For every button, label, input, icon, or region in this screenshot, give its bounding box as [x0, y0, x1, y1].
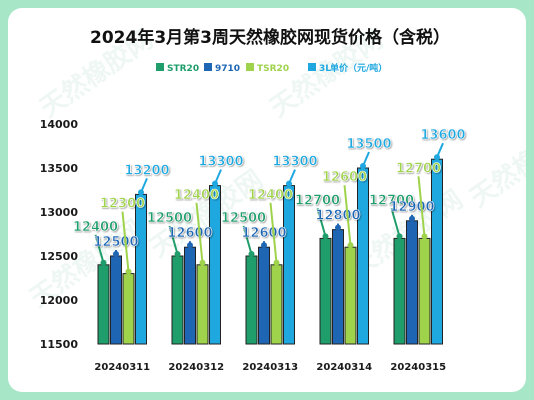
- y-tick-label: 13500: [40, 162, 79, 175]
- x-tick-label: 20240313: [242, 362, 298, 373]
- data-label: 12400: [73, 220, 118, 235]
- legend-swatch: [246, 63, 254, 71]
- label-anchor-dot: [360, 163, 366, 169]
- label-anchor-dot: [422, 233, 428, 239]
- legend-label: 9710: [215, 64, 240, 74]
- chart-card: 天然橡胶网天然橡胶网天然橡胶网天然橡胶网天然橡胶网天然橡胶网 2024年3月第3…: [8, 8, 526, 392]
- y-tick-label: 13000: [40, 206, 79, 219]
- label-anchor-dot: [335, 225, 341, 231]
- chart: 天然橡胶网天然橡胶网天然橡胶网天然橡胶网天然橡胶网天然橡胶网 2024年3月第3…: [8, 8, 526, 392]
- label-anchor-dot: [212, 181, 218, 187]
- data-label: 12800: [315, 209, 360, 224]
- data-label: 12400: [248, 188, 293, 203]
- x-axis: 20240311 20240312 20240313 20240314 20240315: [94, 362, 446, 373]
- label-anchor-dot: [187, 242, 193, 248]
- data-label: 12400: [174, 188, 219, 203]
- label-anchor-dot: [113, 251, 119, 257]
- label-anchor-dot: [286, 181, 292, 187]
- watermark-text: 天然橡胶网: [464, 114, 526, 214]
- data-label: 12300: [100, 197, 145, 212]
- label-anchor-dot: [126, 269, 132, 275]
- data-label: 13300: [198, 155, 243, 170]
- bar: [432, 159, 443, 344]
- bar: [197, 265, 208, 344]
- label-anchor-dot: [348, 242, 354, 248]
- legend-label: TSR20: [257, 64, 289, 74]
- y-tick-label: 11500: [40, 338, 79, 351]
- data-label: 12700: [295, 193, 340, 208]
- data-label: 13200: [124, 163, 169, 178]
- data-label: 12700: [396, 161, 441, 176]
- legend-swatch: [204, 63, 212, 71]
- bar: [259, 247, 270, 344]
- legend-swatch: [308, 63, 316, 71]
- data-label: 12500: [221, 211, 266, 226]
- label-anchor-dot: [434, 154, 440, 160]
- bar: [210, 186, 221, 344]
- bar: [284, 186, 295, 344]
- data-label: 12900: [389, 200, 434, 215]
- y-tick-label: 12000: [40, 294, 79, 307]
- bar: [111, 256, 122, 344]
- bar: [123, 274, 134, 344]
- data-label: 12600: [322, 170, 367, 185]
- bar: [419, 238, 430, 344]
- data-label: 13500: [346, 137, 391, 152]
- bar: [333, 230, 344, 344]
- data-label: 12500: [93, 235, 138, 250]
- data-label: 13600: [420, 128, 465, 143]
- data-label: 12600: [241, 226, 286, 241]
- data-label: 12500: [147, 211, 192, 226]
- label-anchor-dot: [261, 242, 267, 248]
- bar: [246, 256, 257, 344]
- bar: [358, 168, 369, 344]
- bar: [394, 238, 405, 344]
- bar: [407, 221, 418, 344]
- label-anchor-dot: [274, 260, 280, 266]
- bar: [271, 265, 282, 344]
- legend-unit-label: 单价（元/吨）: [330, 62, 387, 74]
- label-anchor-dot: [323, 233, 329, 239]
- bar: [136, 194, 147, 344]
- legend-swatch: [156, 63, 164, 71]
- x-tick-label: 20240312: [168, 362, 224, 373]
- x-tick-label: 20240311: [94, 362, 150, 373]
- label-anchor-dot: [138, 189, 144, 195]
- chart-title: 2024年3月第3周天然橡胶网现货价格（含税）: [90, 27, 450, 48]
- data-label: 13300: [272, 155, 317, 170]
- label-anchor-dot: [101, 260, 107, 266]
- label-anchor-dot: [249, 251, 255, 257]
- x-tick-label: 20240315: [390, 362, 446, 373]
- label-anchor-dot: [409, 216, 415, 222]
- legend: STR20 9710 TSR20 3L 单价（元/吨）: [156, 62, 387, 74]
- y-tick-label: 14000: [40, 118, 79, 131]
- legend-label: STR20: [167, 64, 199, 74]
- bar: [172, 256, 183, 344]
- bar: [345, 247, 356, 344]
- label-anchor-dot: [200, 260, 206, 266]
- label-anchor-dot: [397, 233, 403, 239]
- bar: [98, 265, 109, 344]
- y-tick-label: 12500: [40, 250, 79, 263]
- x-tick-label: 20240314: [316, 362, 372, 373]
- label-anchor-dot: [175, 251, 181, 257]
- data-label: 12600: [167, 226, 212, 241]
- bar: [320, 238, 331, 344]
- bar: [185, 247, 196, 344]
